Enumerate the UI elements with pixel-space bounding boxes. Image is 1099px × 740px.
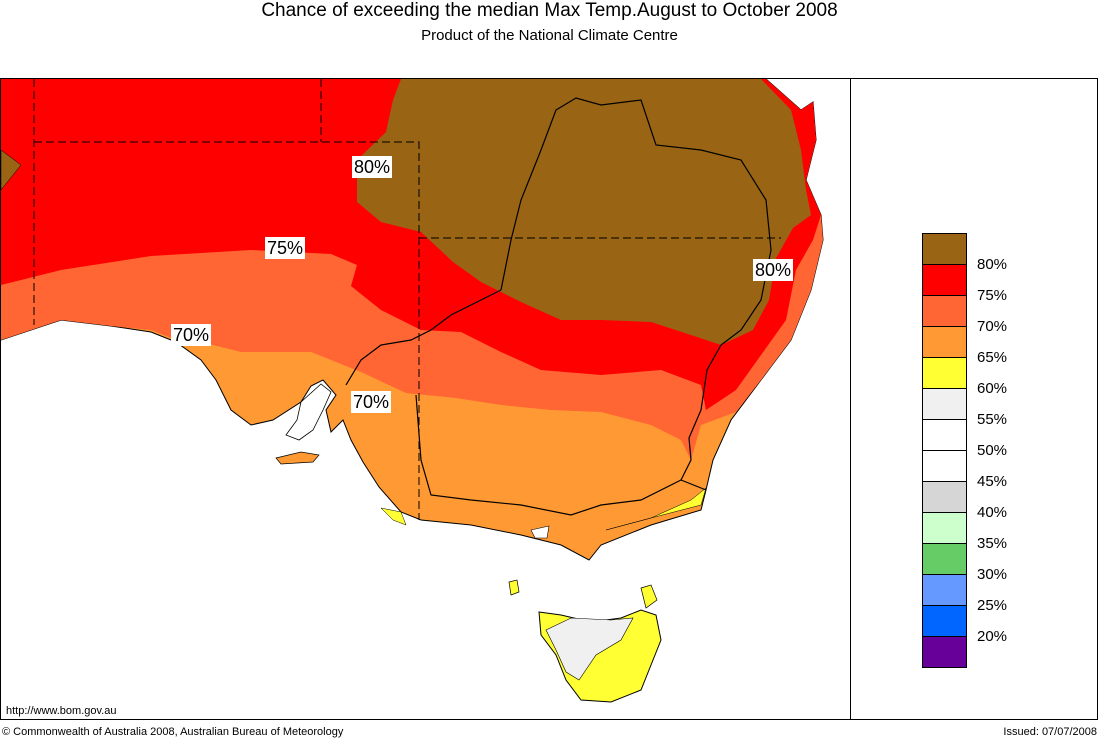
small-island bbox=[508, 579, 520, 596]
issued-date: Issued: 07/07/2008 bbox=[1003, 726, 1097, 738]
legend-swatch bbox=[922, 327, 967, 358]
region-60-65-vic bbox=[605, 487, 707, 531]
legend-divider bbox=[850, 78, 851, 720]
legend-label: 60% bbox=[977, 380, 1008, 397]
legend-label: 35% bbox=[977, 535, 1008, 552]
legend-swatch bbox=[922, 265, 967, 296]
tasmania-55-60 bbox=[545, 617, 634, 681]
gulf-water bbox=[285, 383, 332, 441]
legend-swatch bbox=[922, 637, 967, 668]
legend-label: 65% bbox=[977, 349, 1008, 366]
legend-label: 55% bbox=[977, 411, 1008, 428]
legend-swatch bbox=[922, 544, 967, 575]
copyright-text: © Commonwealth of Australia 2008, Austra… bbox=[2, 726, 344, 738]
region-above-80 bbox=[357, 79, 811, 345]
legend: 80% 75% 70% 65% 60% 55% 50% 45% 40% 35% 30% 25% 20% bbox=[922, 233, 1007, 668]
legend-label: 40% bbox=[977, 504, 1008, 521]
legend-swatch bbox=[922, 358, 967, 389]
contour-label: 70% bbox=[351, 391, 392, 413]
legend-swatch bbox=[922, 482, 967, 513]
state-borders bbox=[345, 97, 772, 516]
region-above-80-west bbox=[1, 149, 22, 191]
state-borders-dashed bbox=[33, 79, 781, 520]
legend-swatch bbox=[922, 513, 967, 544]
contour-label: 80% bbox=[753, 259, 794, 281]
legend-swatch bbox=[922, 420, 967, 451]
flinders-island bbox=[640, 584, 658, 609]
legend-swatch bbox=[922, 389, 967, 420]
region-60-65-sa bbox=[380, 507, 407, 526]
legend-label: 30% bbox=[977, 566, 1008, 583]
legend-swatch bbox=[922, 233, 967, 265]
contour-label: 75% bbox=[265, 237, 306, 259]
url-text: http://www.bom.gov.au bbox=[6, 705, 117, 717]
legend-label: 50% bbox=[977, 442, 1008, 459]
contour-label: 70% bbox=[171, 324, 212, 346]
map-subtitle: Product of the National Climate Centre bbox=[421, 27, 678, 44]
legend-label: 70% bbox=[977, 318, 1008, 335]
legend-label: 80% bbox=[977, 256, 1008, 273]
legend-swatch bbox=[922, 451, 967, 482]
contour-label: 80% bbox=[352, 156, 393, 178]
legend-label: 25% bbox=[977, 597, 1008, 614]
map-title: Chance of exceeding the median Max Temp.… bbox=[261, 0, 838, 21]
legend-swatch bbox=[922, 575, 967, 606]
legend-label: 45% bbox=[977, 473, 1008, 490]
legend-swatch bbox=[922, 606, 967, 637]
map-canvas bbox=[1, 79, 824, 703]
legend-label: 20% bbox=[977, 628, 1008, 645]
legend-label: 75% bbox=[977, 287, 1008, 304]
legend-swatch bbox=[922, 296, 967, 327]
port-phillip bbox=[530, 525, 550, 539]
kangaroo-island bbox=[275, 451, 320, 465]
